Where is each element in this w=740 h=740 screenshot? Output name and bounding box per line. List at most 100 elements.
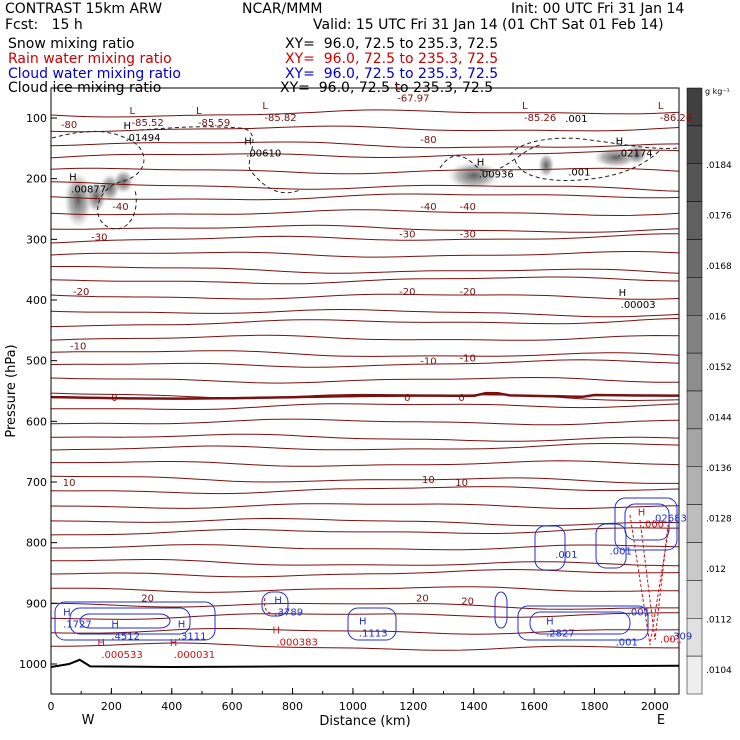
isotherm-label: -10 [70, 342, 86, 353]
isotherm [50, 250, 680, 258]
isotherm-label: -10 [420, 357, 436, 368]
isotherm [50, 568, 680, 578]
x-tick-label: 600 [222, 700, 243, 713]
isotherm [50, 503, 680, 509]
snow-shading [593, 147, 638, 168]
rain-label: .000 [642, 519, 664, 530]
x-tick-label: 1000 [339, 700, 367, 713]
isotherm-label: -80 [61, 120, 77, 131]
cloud-water-label: .001 [628, 607, 650, 618]
isotherm-label: -40 [420, 202, 436, 213]
colorbar-swatch [686, 655, 703, 695]
isotherm [50, 433, 680, 442]
colorbar-label: .0104 [706, 666, 732, 676]
field-snow-xy: XY= 96.0, 72.5 to 235.3, 72.5 [285, 36, 499, 52]
cloud-ice-label: .001 [568, 167, 590, 178]
high-marker: H [244, 136, 252, 147]
extremum-value: .00936 [479, 170, 514, 181]
rain-high: H [638, 507, 646, 518]
colorbar-swatch [686, 125, 703, 164]
plot-frame [50, 87, 680, 695]
extremum-value: -85.52 [132, 118, 164, 129]
colorbar-label: .0144 [706, 413, 732, 423]
isotherm [50, 628, 680, 635]
cloud-water-label: .1727 [63, 620, 92, 631]
low-marker: L [196, 106, 202, 117]
field-rain-name: Rain water mixing ratio [8, 51, 172, 67]
colorbar-swatch [686, 466, 703, 505]
isotherm [50, 334, 680, 341]
colorbar-label: .0128 [706, 514, 732, 524]
isotherm-label: 0 [111, 393, 117, 404]
cloud-water-contour [534, 525, 566, 571]
snow-shading [538, 153, 555, 178]
colorbar-label: .0152 [706, 363, 732, 373]
high-marker: H [477, 158, 485, 169]
snow-shading [447, 161, 500, 190]
extremum-value: -85.59 [198, 118, 230, 129]
extremum-value: .00003 [621, 300, 656, 311]
isotherm-label: -30 [91, 232, 107, 243]
colorbar-swatch [686, 163, 703, 202]
x-tick-label: 1800 [580, 700, 608, 713]
x-tick-label: 1600 [520, 700, 548, 713]
zero-isotherm [50, 391, 679, 400]
colorbar-label: .012 [706, 565, 726, 575]
y-tick-label: 700 [26, 476, 47, 489]
isotherm [50, 350, 680, 357]
y-tick-label: 900 [26, 597, 47, 610]
isotherm [50, 167, 680, 175]
colorbar-swatch [686, 428, 703, 467]
cloud-water-contour [54, 601, 216, 641]
rain-contour [629, 514, 671, 646]
colorbar-label: .0136 [706, 464, 732, 474]
cloud-water-high: H [111, 620, 119, 631]
y-tick-label: 500 [26, 355, 47, 368]
valid-time: Valid: 15 UTC Fri 31 Jan 14 (01 ChT Sat … [313, 17, 664, 33]
extremum-value: .01494 [126, 133, 161, 144]
cloud-water-contour [79, 613, 171, 629]
rain-contour [639, 519, 669, 641]
isotherm [50, 602, 679, 610]
low-marker: L [658, 101, 664, 112]
cloud-water-label: .2827 [546, 629, 575, 640]
isotherm-label: 0 [458, 393, 464, 404]
colorbar-label: .0168 [706, 262, 732, 272]
colorbar-label: .0112 [706, 615, 732, 625]
isotherm [50, 359, 680, 368]
isotherm-label: 10 [422, 475, 435, 486]
cloud-water-high: H [546, 617, 554, 628]
high-marker: H [619, 288, 627, 299]
x-tick-label: 400 [161, 700, 182, 713]
isotherm [50, 418, 680, 426]
title-center: NCAR/MMM [242, 1, 323, 17]
extremum-value: -67.97 [397, 94, 429, 105]
isotherm [50, 517, 679, 527]
west-label: W [82, 713, 95, 728]
field-rain-xy: XY= 96.0, 72.5 to 235.3, 72.5 [285, 51, 499, 67]
east-label: E [657, 713, 665, 728]
x-tick-label: 200 [101, 700, 122, 713]
rain-high: H [97, 638, 105, 649]
extremum-value: -85.26 [524, 113, 556, 124]
cloud-ice-contour [139, 126, 301, 194]
cloud-water-contour [614, 497, 678, 551]
field-cloudwater-name: Cloud water mixing ratio [8, 66, 181, 82]
isotherm [50, 125, 680, 133]
cloud-water-high: H [359, 617, 367, 628]
colorbar-label: .016 [706, 312, 726, 322]
cloud-water-contour [347, 607, 397, 641]
colorbar-swatch [686, 239, 703, 278]
isotherm-label: -20 [459, 287, 475, 298]
y-tick-label: 300 [26, 233, 47, 246]
colorbar-swatch [686, 201, 703, 240]
cloud-water-label: .1113 [359, 629, 388, 640]
x-tick-label: 1200 [399, 700, 427, 713]
isotherm [50, 308, 680, 318]
cloud-water-contour [69, 607, 191, 635]
colorbar-label: .0176 [706, 211, 732, 221]
colorbar-swatch [686, 390, 703, 430]
isotherm-label: 10 [63, 478, 76, 489]
colorbar-swatch [686, 277, 703, 316]
y-tick-label: 1000 [19, 658, 47, 671]
